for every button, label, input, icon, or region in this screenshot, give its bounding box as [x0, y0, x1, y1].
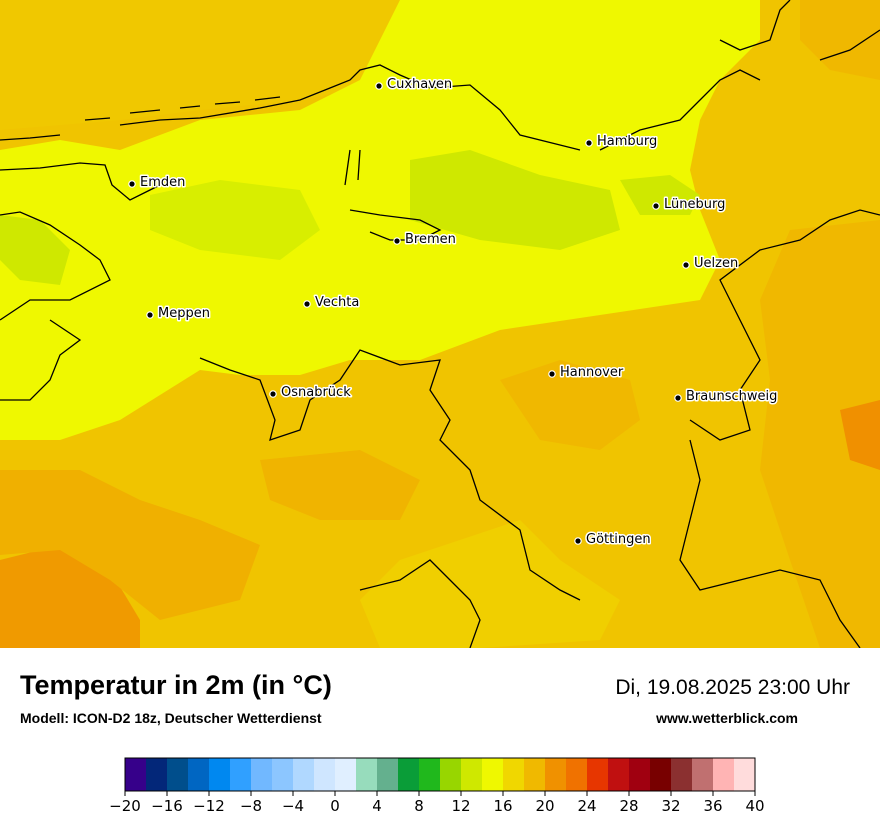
city-label: Bremen: [405, 232, 456, 247]
legend-tick-label: 28: [619, 797, 638, 815]
legend-tick-label: 16: [493, 797, 512, 815]
city-markers: Cuxhaven Hamburg Emden Lüneburg Bremen Uelzen…: [128, 76, 779, 549]
legend-canvas: −20 −16 −12 −8 −4 0 4 8 12 16 20 24 28 32 36 40: [109, 757, 765, 815]
legend-swatch: [272, 758, 294, 791]
city-label: Osnabrück: [281, 385, 351, 400]
city-dot: [375, 82, 383, 90]
warm-patch: [840, 400, 880, 470]
legend-swatch: [209, 758, 231, 791]
city-label: Emden: [140, 175, 185, 190]
city-label: Braunschweig: [686, 389, 777, 404]
legend-ticks: −20 −16 −12 −8 −4 0 4 8 12 16 20 24 28 32 36 40: [109, 791, 765, 815]
city-label: Uelzen: [694, 256, 738, 271]
legend-swatch: [356, 758, 378, 791]
city-dot: [652, 202, 660, 210]
cool-patch: [0, 215, 70, 285]
legend-swatch: [566, 758, 588, 791]
legend-bars: [124, 757, 756, 792]
legend-tick-label: −4: [282, 797, 304, 815]
legend-swatch: [398, 758, 420, 791]
city-dot: [303, 300, 311, 308]
legend-swatch: [545, 758, 567, 791]
legend-swatch: [125, 758, 147, 791]
city-dot: [548, 370, 556, 378]
legend-swatch: [650, 758, 672, 791]
city-dot: [682, 261, 690, 269]
map-title: Temperatur in 2m (in °C): [20, 670, 332, 700]
legend-tick-label: −8: [240, 797, 262, 815]
city-dot: [146, 311, 154, 319]
legend-tick-label: 40: [745, 797, 764, 815]
cool-patch: [620, 175, 700, 215]
legend-tick-label: 8: [414, 797, 424, 815]
model-info: Modell: ICON-D2 18z, Deutscher Wetterdie…: [20, 710, 322, 726]
legend-swatch: [503, 758, 525, 791]
legend-swatch: [419, 758, 441, 791]
legend-frame: [124, 757, 756, 792]
legend-tick-label: −16: [151, 797, 183, 815]
city-dot: [574, 537, 582, 545]
warm-patch: [760, 220, 880, 648]
legend-swatch: [440, 758, 462, 791]
legend-swatch: [734, 758, 756, 791]
warm-patch: [0, 470, 260, 620]
legend-swatch: [671, 758, 693, 791]
legend-swatch: [146, 758, 168, 791]
city-label: Hamburg: [597, 134, 657, 149]
city-dot: [585, 139, 593, 147]
legend-swatch: [377, 758, 399, 791]
legend-swatch: [230, 758, 252, 791]
cool-patch: [410, 150, 620, 250]
legend-swatch: [629, 758, 651, 791]
city-label: Hannover: [560, 365, 624, 380]
city-label: Göttingen: [586, 532, 651, 547]
legend-swatch: [335, 758, 357, 791]
legend-tick-label: 24: [577, 797, 596, 815]
legend-swatch: [461, 758, 483, 791]
warm-patch: [260, 450, 420, 520]
legend-tick-label: 32: [661, 797, 680, 815]
legend-tick-label: 12: [451, 797, 470, 815]
city-label: Meppen: [158, 306, 210, 321]
legend-swatch: [587, 758, 609, 791]
sea-area: [0, 0, 440, 130]
city-label: Lüneburg: [664, 197, 725, 212]
city-label: Vechta: [315, 295, 359, 310]
warm-band: [0, 0, 760, 440]
city-dot: [269, 390, 277, 398]
legend-swatch: [167, 758, 189, 791]
legend-tick-label: −20: [109, 797, 141, 815]
city-label: Cuxhaven: [387, 77, 452, 92]
legend-tick-label: −12: [193, 797, 225, 815]
legend-tick-label: 36: [703, 797, 722, 815]
legend-swatch: [692, 758, 714, 791]
borders: [0, 0, 880, 648]
legend-tick-label: 0: [330, 797, 340, 815]
cool-patch: [150, 180, 320, 260]
legend-swatch: [608, 758, 630, 791]
legend-tick-label: 4: [372, 797, 382, 815]
legend-swatch: [251, 758, 273, 791]
legend-swatch: [713, 758, 735, 791]
legend-tick-label: 20: [535, 797, 554, 815]
city-dot: [393, 237, 401, 245]
legend-swatch: [293, 758, 315, 791]
warm-patch: [500, 360, 640, 450]
forecast-datetime: Di, 19.08.2025 23:00 Uhr: [615, 676, 850, 699]
legend-swatch: [314, 758, 336, 791]
city-dot: [128, 180, 136, 188]
map-canvas: Cuxhaven Hamburg Emden Lüneburg Bremen Uelzen…: [0, 0, 880, 648]
hill-patch: [360, 520, 620, 648]
legend-swatch: [188, 758, 210, 791]
website-link[interactable]: www.wetterblick.com: [656, 710, 798, 726]
temperature-map: Cuxhaven Hamburg Emden Lüneburg Bremen Uelzen…: [0, 0, 880, 648]
color-legend: −20 −16 −12 −8 −4 0 4 8 12 16 20 24 28 32 36 40: [0, 755, 880, 830]
legend-swatch: [524, 758, 546, 791]
legend-swatch: [482, 758, 504, 791]
city-dot: [674, 394, 682, 402]
